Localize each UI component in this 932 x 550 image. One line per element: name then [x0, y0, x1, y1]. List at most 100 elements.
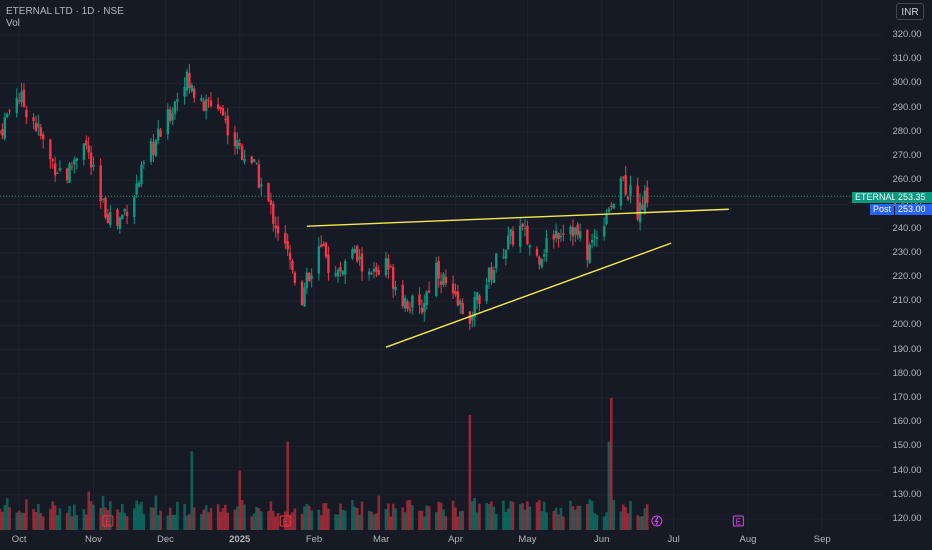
candle-body — [269, 200, 273, 205]
candle-body — [487, 267, 491, 282]
candle-body — [109, 212, 112, 226]
candle-body — [605, 214, 608, 225]
volume-bar — [305, 503, 309, 530]
candle-body — [133, 197, 136, 218]
candle-body — [17, 100, 21, 102]
price-tick-label: 140.00 — [892, 464, 922, 476]
candle-body — [75, 158, 78, 161]
candle-body — [641, 204, 644, 210]
volume-bar — [593, 513, 596, 530]
volume-bar — [545, 512, 548, 530]
candle-body — [636, 185, 639, 220]
volume-bar — [574, 509, 577, 530]
candle-body — [152, 141, 155, 155]
candle-body — [456, 291, 460, 306]
candle-body — [5, 113, 9, 118]
volume-bar — [104, 507, 107, 530]
candle-body — [236, 139, 239, 149]
candle-body — [406, 301, 409, 309]
candle-body — [92, 164, 95, 167]
candle-body — [586, 229, 589, 260]
candle-body — [58, 168, 62, 171]
candle-body — [125, 211, 129, 216]
candle-body — [444, 276, 448, 284]
volume-bar — [590, 500, 594, 530]
candle-body — [135, 183, 138, 195]
candle-body — [588, 244, 591, 263]
candle-body — [624, 175, 627, 195]
candle-body — [327, 254, 330, 273]
candle-body — [602, 225, 606, 237]
candle-body — [341, 271, 345, 275]
currency-button[interactable]: INR — [896, 3, 924, 20]
volume-bar — [351, 500, 354, 530]
volume-bar — [49, 508, 52, 530]
volume-bar — [586, 504, 589, 530]
candle-body — [454, 291, 457, 295]
chart-grid — [0, 0, 882, 530]
volume-bar — [303, 506, 306, 530]
candle-body — [610, 206, 613, 208]
volume-bar — [142, 514, 146, 530]
time-tick-label: Sep — [813, 534, 831, 545]
candle-body — [293, 272, 297, 283]
candle-body — [538, 256, 541, 265]
candle-body — [192, 88, 196, 98]
candle-body — [473, 296, 476, 317]
candle-body — [528, 245, 531, 248]
volume-bar — [473, 498, 476, 530]
candle-body — [34, 122, 38, 131]
volume-bar — [120, 504, 124, 530]
candle-body — [204, 99, 208, 111]
volume-bar — [101, 495, 105, 530]
time-tick-label: 2025 — [229, 534, 251, 545]
candle-body — [540, 259, 543, 268]
price-tick-label: 210.00 — [892, 295, 922, 307]
volume-bar — [276, 513, 280, 530]
volume-bar — [442, 509, 445, 530]
volume-bar — [557, 514, 560, 530]
volume-bar — [293, 508, 297, 530]
volume-bar — [401, 507, 405, 530]
candle-body — [300, 281, 304, 305]
volume-bar — [106, 509, 110, 530]
volume-bar — [209, 508, 213, 530]
candle-body — [188, 73, 191, 88]
price-tick-label: 260.00 — [892, 174, 922, 186]
price-tick-label: 320.00 — [892, 29, 922, 40]
volume-bar — [638, 516, 642, 530]
volume-bar — [454, 507, 457, 530]
volume-bar — [394, 508, 397, 530]
candle-body — [370, 272, 373, 274]
dividend-marker — [651, 515, 663, 527]
volume-bar — [509, 501, 512, 530]
volume-bar — [116, 509, 119, 530]
volume-bar — [353, 506, 357, 530]
volume-bar — [32, 508, 35, 530]
volume-bar — [243, 504, 246, 530]
candle-body — [358, 256, 361, 260]
volume-bar — [140, 501, 143, 530]
time-tick-label: Dec — [156, 534, 174, 545]
price-tick-label: 130.00 — [892, 488, 922, 500]
candle-body — [552, 234, 555, 240]
candle-body — [209, 100, 213, 107]
volume-bar — [518, 504, 522, 530]
volume-bar — [485, 502, 488, 530]
candle-body — [375, 266, 378, 272]
candle-body — [595, 237, 599, 239]
volume-bar — [538, 500, 541, 530]
candle-body — [233, 132, 237, 147]
volume-bar — [252, 513, 256, 530]
candle-body — [562, 233, 565, 235]
candle-body — [384, 257, 388, 276]
volume-indicator-label[interactable]: Vol — [6, 18, 20, 29]
post-market-price-tag: 253.00 — [895, 204, 932, 215]
volume-bar — [487, 503, 491, 530]
candle-body — [607, 208, 611, 212]
candle-body — [475, 292, 479, 301]
candle-body — [485, 285, 488, 302]
volume-bar — [20, 512, 23, 530]
